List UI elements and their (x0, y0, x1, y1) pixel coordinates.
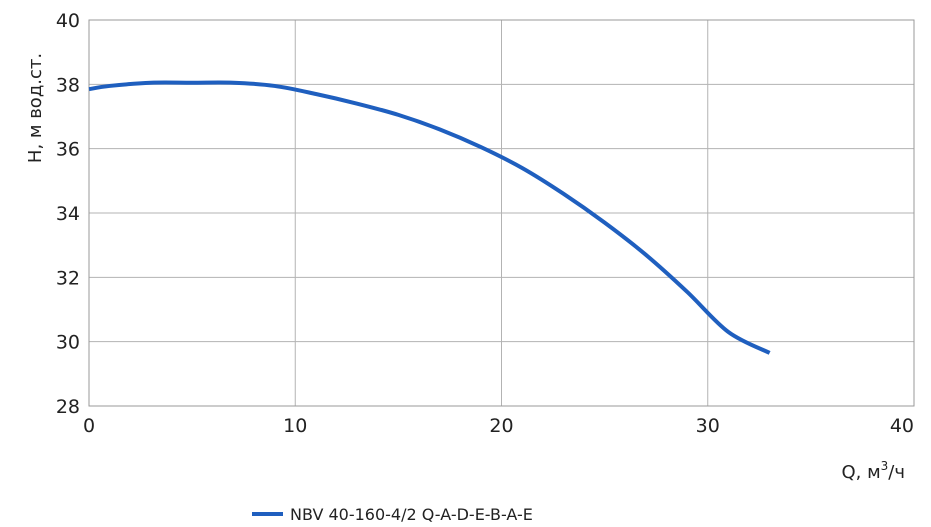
x-axis-ticks: 0 10 20 30 40 (83, 415, 914, 437)
grid (88, 19, 915, 407)
x-axis-label: Q, м3/ч (841, 459, 905, 483)
x-tick-label: 20 (489, 415, 513, 437)
y-tick-label: 34 (56, 203, 80, 225)
x-tick-label: 0 (83, 415, 95, 437)
series-line (88, 80, 771, 355)
y-tick-label: 40 (56, 10, 80, 32)
y-tick-label: 32 (56, 267, 80, 289)
y-axis-ticks: 28 30 32 34 36 38 40 (56, 10, 80, 418)
legend: NBV 40-160-4/2 Q-A-D-E-B-A-E (252, 505, 533, 524)
legend-label: NBV 40-160-4/2 Q-A-D-E-B-A-E (290, 505, 533, 524)
y-tick-label: 38 (56, 74, 80, 96)
x-tick-label: 10 (283, 415, 307, 437)
y-axis-label: H, м вод.ст. (25, 53, 46, 163)
y-tick-label: 36 (56, 139, 80, 161)
x-tick-label: 40 (890, 415, 914, 437)
plot-frame (88, 19, 915, 407)
x-tick-label: 30 (696, 415, 720, 437)
series-layer (88, 80, 771, 355)
y-tick-label: 30 (56, 332, 80, 354)
y-tick-label: 28 (56, 396, 80, 418)
